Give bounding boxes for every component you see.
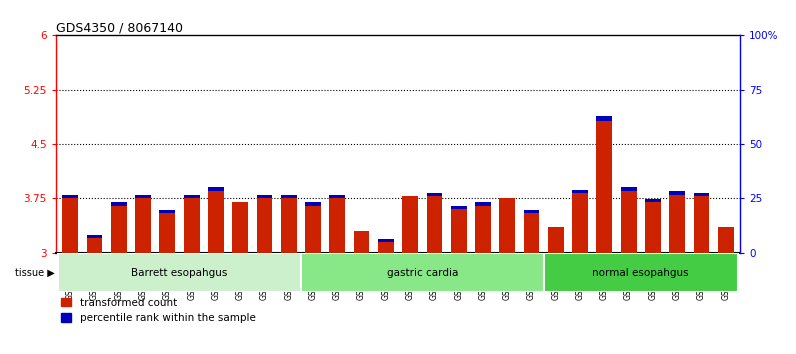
Bar [378, 242, 394, 253]
Bar [232, 202, 248, 253]
Bar [402, 196, 418, 253]
Bar [596, 121, 612, 253]
Bar [301, 253, 544, 292]
Bar [87, 235, 103, 238]
Bar [208, 187, 224, 191]
Bar [621, 188, 637, 191]
Bar [524, 213, 540, 253]
Text: normal esopahgus: normal esopahgus [592, 268, 689, 278]
Bar [208, 191, 224, 253]
Bar [544, 253, 738, 292]
Bar [256, 195, 272, 199]
Bar [427, 196, 443, 253]
Text: GDS4350 / 8067140: GDS4350 / 8067140 [56, 21, 183, 34]
Bar [184, 195, 200, 199]
Bar [256, 199, 272, 253]
Text: gastric cardia: gastric cardia [387, 268, 458, 278]
Bar [621, 191, 637, 253]
Bar [718, 228, 734, 253]
Bar [330, 195, 345, 199]
Bar [111, 206, 127, 253]
Bar [524, 210, 540, 213]
Bar [669, 191, 685, 195]
Bar [281, 199, 297, 253]
Text: Barrett esopahgus: Barrett esopahgus [131, 268, 228, 278]
Bar [572, 190, 588, 193]
Bar [451, 209, 466, 253]
Bar [159, 213, 175, 253]
Legend: transformed count, percentile rank within the sample: transformed count, percentile rank withi… [61, 298, 256, 323]
Bar [378, 239, 394, 242]
Bar [87, 238, 103, 253]
Text: tissue ▶: tissue ▶ [15, 268, 54, 278]
Bar [572, 193, 588, 253]
Bar [596, 116, 612, 121]
Bar [475, 206, 491, 253]
Bar [159, 210, 175, 213]
Bar [62, 194, 78, 199]
Bar [693, 193, 709, 196]
Bar [305, 206, 321, 253]
Bar [499, 199, 515, 253]
Bar [451, 206, 466, 209]
Bar [353, 231, 369, 253]
Bar [427, 193, 443, 196]
Bar [111, 202, 127, 206]
Bar [135, 194, 151, 199]
Bar [548, 228, 564, 253]
Bar [669, 195, 685, 253]
Bar [62, 199, 78, 253]
Bar [645, 199, 661, 202]
Bar [645, 202, 661, 253]
Bar [184, 199, 200, 253]
Bar [305, 202, 321, 206]
Bar [281, 195, 297, 199]
Bar [693, 196, 709, 253]
Bar [135, 199, 151, 253]
Bar [58, 253, 301, 292]
Bar [330, 199, 345, 253]
Bar [475, 202, 491, 206]
